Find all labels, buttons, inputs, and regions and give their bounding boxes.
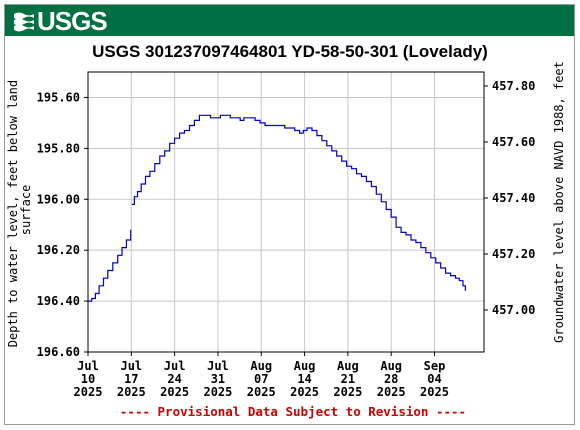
x-tick-label: Aug 14 2025 <box>290 359 319 399</box>
y-left-tick-label: 195.60 <box>37 90 80 104</box>
y-axis-label-left: Depth to water level, feet below land su… <box>6 73 33 348</box>
usgs-wave-icon <box>14 12 34 32</box>
y-right-tick-label: 457.00 <box>492 303 535 317</box>
x-tick-label: Aug 07 2025 <box>247 359 276 399</box>
y-right-tick-label: 457.40 <box>492 191 535 205</box>
y-right-tick-label: 457.80 <box>492 79 535 93</box>
axis-labels: Jul 10 2025 Jul 17 2025 Jul 24 2025 Jul 31 2025 Aug 0… <box>37 79 536 399</box>
y-left-tick-label: 195.80 <box>37 141 80 155</box>
x-tick-label: Jul 17 2025 <box>117 359 146 399</box>
series-layer <box>88 114 466 302</box>
x-tick-label: Jul 10 2025 <box>74 359 103 399</box>
usgs-banner: USGS <box>5 5 574 36</box>
usgs-logo-text: USGS <box>37 6 108 36</box>
axis-ticks <box>84 85 488 356</box>
x-tick-label: Jul 24 2025 <box>160 359 189 399</box>
x-tick-label: Aug 28 2025 <box>377 359 406 399</box>
plot-border <box>87 71 485 353</box>
y-right-tick-label: 457.60 <box>492 135 535 149</box>
x-tick-label: Sep 04 2025 <box>420 359 449 399</box>
provisional-footer: ---- Provisional Data Subject to Revisio… <box>120 404 466 419</box>
y-left-tick-label: 196.60 <box>37 345 80 359</box>
chart-title: USGS 301237097464801 YD-58-50-301 (Lovel… <box>92 42 488 61</box>
x-tick-label: Jul 31 2025 <box>203 359 232 399</box>
usgs-logo[interactable]: USGS <box>13 6 108 36</box>
chart-frame <box>4 4 575 425</box>
y-axis-label-right: Groundwater level above NAVD 1988, feet <box>552 61 566 343</box>
y-left-tick-label: 196.40 <box>37 294 80 308</box>
x-tick-label: Aug 21 2025 <box>333 359 362 399</box>
y-left-tick-label: 196.00 <box>37 192 80 206</box>
water-level-line <box>88 229 132 302</box>
y-right-tick-label: 457.20 <box>492 247 535 261</box>
water-level-line <box>131 114 466 291</box>
grid-lines <box>87 72 484 353</box>
y-left-tick-label: 196.20 <box>37 243 80 257</box>
